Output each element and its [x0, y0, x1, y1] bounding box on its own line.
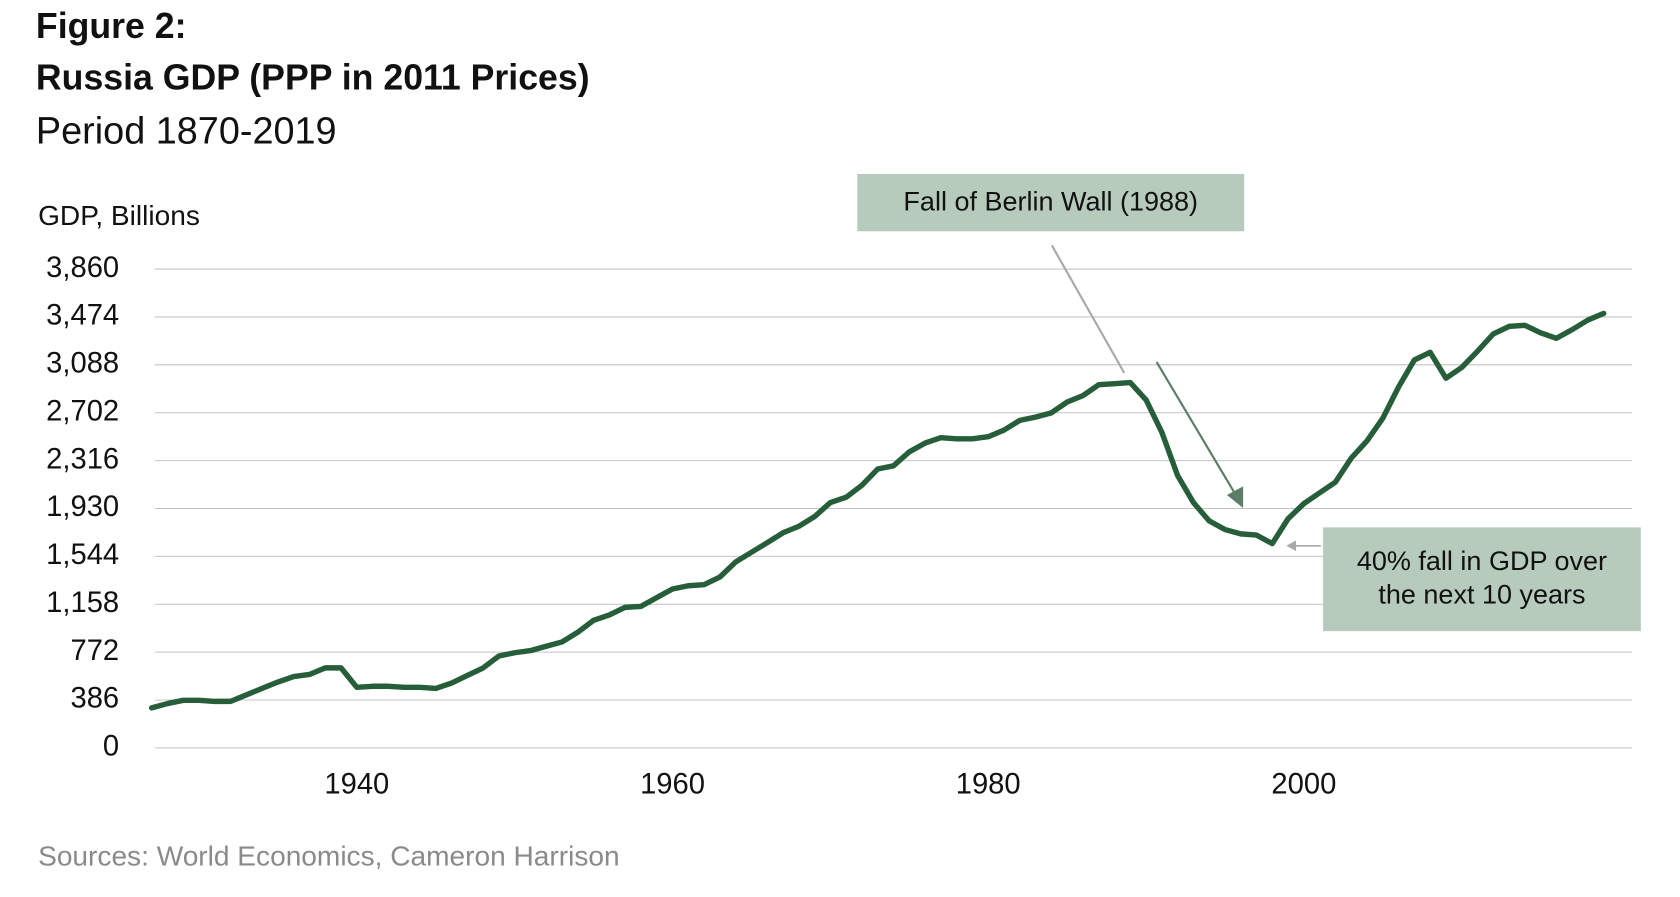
grid: 0 386 772 1,158 1,544 1,930 2,316 2,702 3,088 3,4… [46, 252, 1633, 800]
chart-subtitle-bold: Russia GDP (PPP in 2011 Prices) [36, 58, 590, 98]
plot [148, 310, 1607, 711]
annotation-text: the next 10 years [1378, 580, 1585, 610]
x-tick-label: 1980 [956, 768, 1021, 800]
y-tick-label: 1,930 [46, 491, 119, 523]
x-tick-label: 2000 [1271, 768, 1336, 800]
arrow-head [1226, 486, 1244, 508]
y-tick-label: 0 [103, 731, 119, 763]
y-tick-label: 772 [71, 635, 120, 667]
y-tick-label: 3,474 [46, 300, 119, 332]
x-tick-label: 1940 [324, 768, 389, 800]
chart-title: Figure 2: [36, 6, 187, 46]
annotation-box [857, 173, 1245, 232]
data-line [148, 310, 1607, 711]
y-tick-label: 2,316 [46, 443, 119, 475]
y-tick-label: 386 [71, 683, 120, 715]
y-tick-label: 3,088 [46, 348, 119, 380]
y-tick-label: 2,702 [46, 395, 119, 427]
arrow-head [1286, 540, 1297, 552]
y-tick-label: 1,158 [46, 587, 119, 619]
annotation-connector [1050, 244, 1126, 374]
annotation-box [1323, 527, 1641, 632]
source-note: Sources: World Economics, Cameron Harris… [38, 841, 620, 872]
y-tick-label: 1,544 [46, 539, 119, 571]
y-tick-label: 3,860 [46, 252, 119, 284]
annotation-text: 40% fall in GDP over [1357, 546, 1607, 576]
y-axis-label: GDP, Billions [38, 200, 200, 231]
annotation-arrow [1155, 361, 1239, 499]
annotation-text: Fall of Berlin Wall (1988) [903, 186, 1198, 216]
chart-subtitle: Period 1870-2019 [36, 111, 337, 153]
x-tick-label: 1960 [640, 768, 705, 800]
